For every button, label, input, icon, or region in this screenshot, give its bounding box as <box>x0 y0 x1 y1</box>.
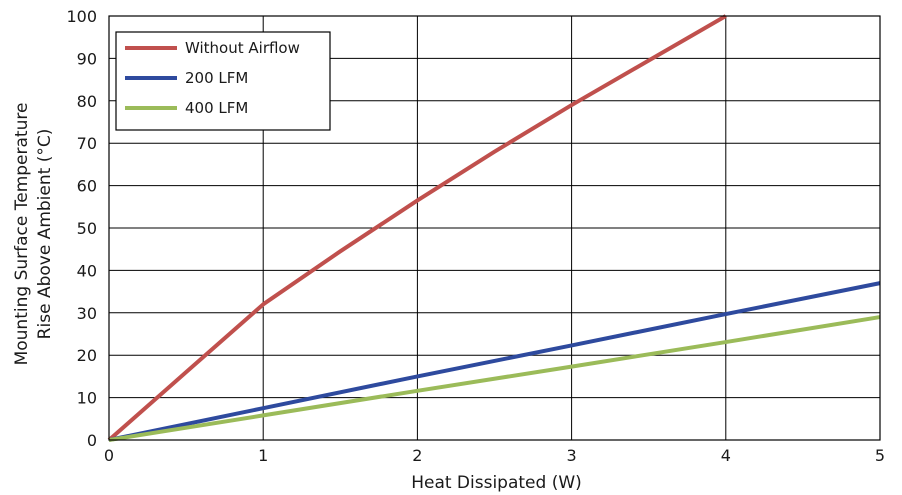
y-tick-label: 40 <box>77 261 97 280</box>
x-axis-title: Heat Dissipated (W) <box>411 473 582 493</box>
series-line-without-airflow <box>107 14 727 442</box>
y-axis-title-line-1: Mounting Surface Temperature <box>12 103 32 366</box>
x-tick-label: 3 <box>567 446 577 465</box>
y-axis-title-line-2: Rise Above Ambient (°C) <box>35 129 55 340</box>
x-tick-label: 1 <box>258 446 268 465</box>
y-tick-label: 10 <box>77 389 97 408</box>
x-tick-label: 2 <box>412 446 422 465</box>
legend-label: 200 LFM <box>185 69 248 87</box>
x-tick-label: 4 <box>721 446 731 465</box>
legend-label: 400 LFM <box>185 99 248 117</box>
series-line-200-lfm <box>108 281 881 442</box>
y-tick-label: 20 <box>77 346 97 365</box>
legend-label: Without Airflow <box>185 39 300 57</box>
y-tick-label: 60 <box>77 177 97 196</box>
y-tick-label: 70 <box>77 134 97 153</box>
x-tick-label: 5 <box>875 446 885 465</box>
series-lines <box>107 14 881 442</box>
y-tick-label: 0 <box>87 431 97 450</box>
series-line-400-lfm <box>108 315 881 442</box>
y-tick-label: 50 <box>77 219 97 238</box>
legend: Without Airflow 200 LFM 400 LFM <box>115 31 331 131</box>
y-tick-label: 90 <box>77 49 97 68</box>
y-tick-label: 30 <box>77 304 97 323</box>
x-tick-label: 0 <box>104 446 114 465</box>
y-tick-label: 80 <box>77 92 97 111</box>
y-tick-label: 100 <box>66 7 97 26</box>
y-axis-title: Mounting Surface Temperature Rise Above … <box>12 103 55 366</box>
plot-area-frame <box>108 15 881 441</box>
